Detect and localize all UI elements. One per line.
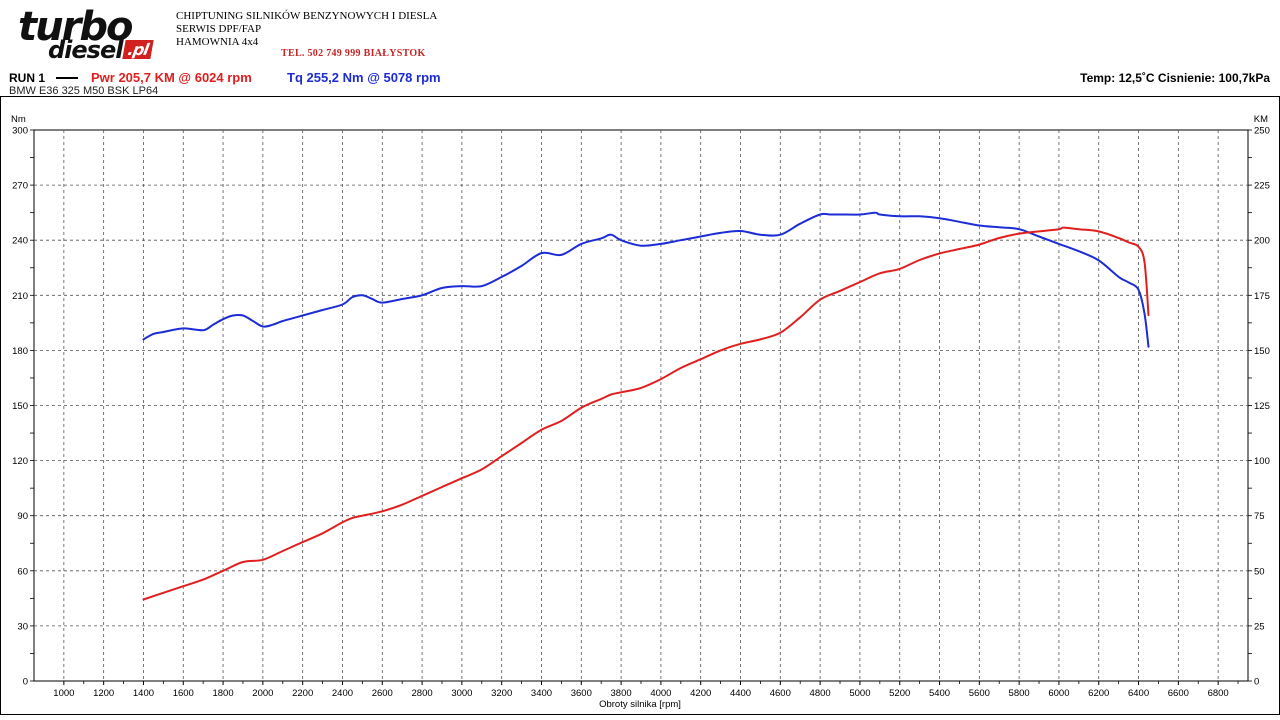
x-tick-label: 3800 xyxy=(611,688,632,699)
x-axis-label: Obroty silnika [rpm] xyxy=(599,699,681,710)
power-summary: Pwr 205,7 KM @ 6024 rpm xyxy=(91,70,252,85)
company-info: CHIPTUNING SILNIKÓW BENZYNOWYCH I DIESLA… xyxy=(176,10,437,49)
ambient-conditions: Temp: 12,5˚C Cisnienie: 100,7kPa xyxy=(1080,71,1270,85)
x-tick-label: 3400 xyxy=(531,688,552,699)
x-tick-label: 6400 xyxy=(1128,688,1149,699)
logo-pl-badge: .pl xyxy=(122,40,155,59)
x-tick-label: 2800 xyxy=(412,688,433,699)
x-tick-label: 2000 xyxy=(252,688,273,699)
x-tick-label: 3000 xyxy=(451,688,472,699)
y-left-tick-label: 240 xyxy=(12,236,28,247)
x-tick-label: 1200 xyxy=(93,688,114,699)
x-tick-label: 6200 xyxy=(1088,688,1109,699)
x-tick-label: 5600 xyxy=(969,688,990,699)
y-right-tick-label: 200 xyxy=(1254,236,1270,247)
run-line-swatch xyxy=(56,77,78,79)
turbodiesel-logo: turbo diesel .pl xyxy=(18,4,158,64)
torque-curve xyxy=(142,211,1150,348)
run-label: RUN 1 xyxy=(9,71,46,85)
company-phone: TEL. 502 749 999 BIAŁYSTOK xyxy=(281,48,426,59)
x-tick-label: 5400 xyxy=(929,688,950,699)
y-left-tick-label: 300 xyxy=(12,126,28,137)
company-line-1: CHIPTUNING SILNIKÓW BENZYNOWYCH I DIESLA xyxy=(176,10,438,22)
x-tick-label: 4400 xyxy=(730,688,751,699)
torque-summary: Tq 255,2 Nm @ 5078 rpm xyxy=(287,70,441,85)
y-left-tick-label: 150 xyxy=(12,401,28,412)
y-left-tick-label: 60 xyxy=(17,566,28,577)
y-left-tick-label: 30 xyxy=(17,621,28,632)
x-tick-label: 4600 xyxy=(770,688,791,699)
y-right-tick-label: 125 xyxy=(1254,401,1270,412)
y-right-tick-label: 100 xyxy=(1254,456,1270,467)
y-left-axis-label: Nm xyxy=(11,114,26,125)
x-tick-label: 4800 xyxy=(810,688,831,699)
x-tick-label: 3600 xyxy=(571,688,592,699)
x-tick-label: 1800 xyxy=(212,688,233,699)
y-right-tick-label: 0 xyxy=(1254,677,1259,688)
y-left-tick-label: 210 xyxy=(12,291,28,302)
y-left-tick-label: 270 xyxy=(12,181,28,192)
y-left-tick-label: 90 xyxy=(17,511,28,522)
car-description: BMW E36 325 M50 BSK LP64 xyxy=(9,85,159,97)
power-curve xyxy=(142,226,1150,601)
x-tick-label: 5000 xyxy=(849,688,870,699)
x-tick-label: 2200 xyxy=(292,688,313,699)
x-tick-label: 2600 xyxy=(372,688,393,699)
logo-diesel-word: diesel xyxy=(48,36,123,64)
x-tick-label: 2400 xyxy=(332,688,353,699)
x-tick-label: 5800 xyxy=(1009,688,1030,699)
x-tick-label: 5200 xyxy=(889,688,910,699)
logo-turbo-text: turbo xyxy=(18,4,133,50)
company-line-3: HAMOWNIA 4x4 xyxy=(176,36,259,48)
y-left-tick-label: 120 xyxy=(12,456,28,467)
x-tick-label: 1000 xyxy=(53,688,74,699)
x-tick-label: 1400 xyxy=(133,688,154,699)
logo-diesel-text: diesel .pl xyxy=(48,36,155,64)
x-tick-label: 4000 xyxy=(650,688,671,699)
y-right-axis-label: KM xyxy=(1254,114,1268,125)
y-right-tick-label: 175 xyxy=(1254,291,1270,302)
x-tick-label: 6800 xyxy=(1208,688,1229,699)
y-right-tick-label: 50 xyxy=(1254,566,1265,577)
x-tick-label: 3200 xyxy=(491,688,512,699)
y-left-tick-label: 180 xyxy=(12,346,28,357)
x-tick-label: 1600 xyxy=(173,688,194,699)
y-right-tick-label: 25 xyxy=(1254,621,1265,632)
y-right-tick-label: 250 xyxy=(1254,126,1270,137)
x-tick-label: 4200 xyxy=(690,688,711,699)
y-right-tick-label: 150 xyxy=(1254,346,1270,357)
company-line-2: SERWIS DPF/FAP xyxy=(176,23,262,35)
y-right-tick-label: 75 xyxy=(1254,511,1265,522)
dyno-chart: 1000 1200 1400 1600 1800 2000 2200 2400 2600 2800… xyxy=(0,96,1280,715)
x-tick-label: 6000 xyxy=(1048,688,1069,699)
y-right-tick-label: 225 xyxy=(1254,181,1270,192)
y-left-tick-label: 0 xyxy=(23,677,28,688)
x-tick-label: 6600 xyxy=(1168,688,1189,699)
